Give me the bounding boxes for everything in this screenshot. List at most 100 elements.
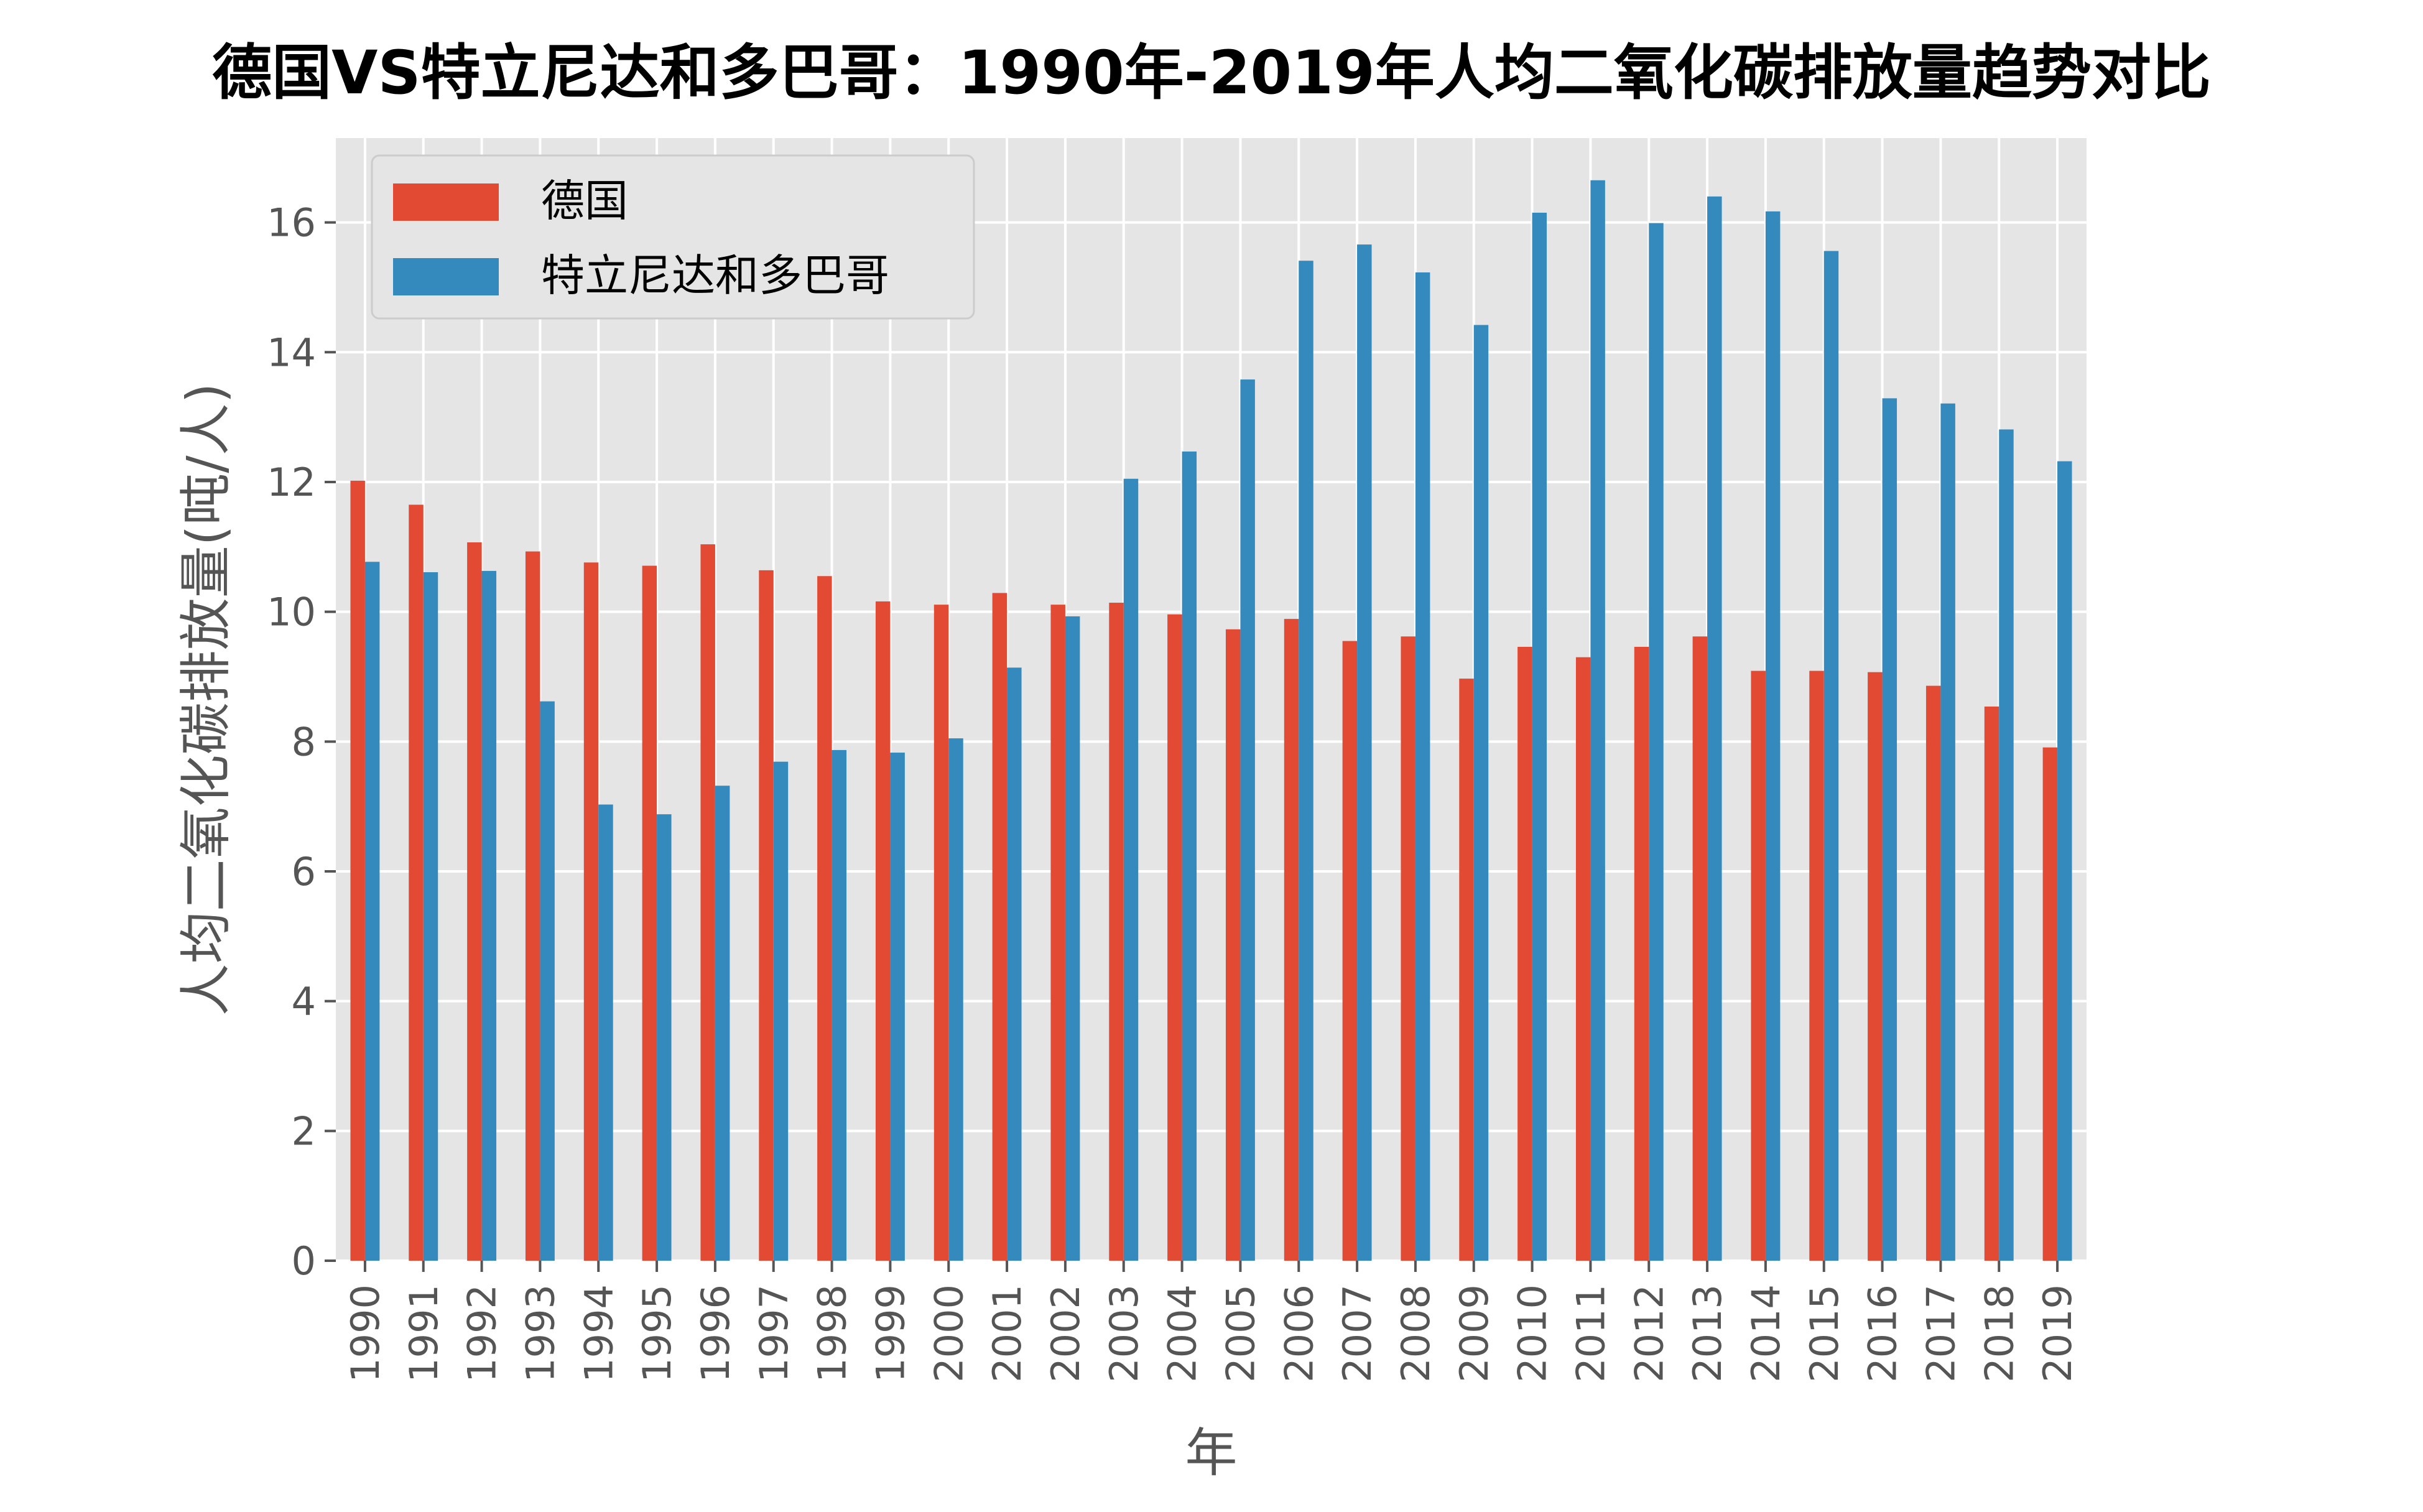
bar-trinidad-and-tobago-1998	[832, 749, 847, 1261]
legend-swatch	[393, 258, 499, 295]
bar-germany-1998	[817, 576, 832, 1261]
x-tick-label: 1994	[576, 1284, 621, 1383]
bar-germany-1999	[875, 601, 891, 1261]
bar-germany-2019	[2042, 747, 2058, 1261]
bar-germany-2017	[1925, 685, 1941, 1261]
y-axis-ticks: 0 2 4 6 8 10 12 14 16	[267, 200, 336, 1284]
x-tick-label: 2013	[1685, 1284, 1730, 1383]
bar-germany-1993	[525, 551, 540, 1261]
bar-trinidad-and-tobago-2019	[2057, 461, 2072, 1261]
bar-trinidad-and-tobago-1994	[598, 804, 613, 1261]
bar-trinidad-and-tobago-2010	[1532, 212, 1547, 1261]
bar-trinidad-and-tobago-2012	[1649, 223, 1664, 1261]
bar-trinidad-and-tobago-2005	[1240, 379, 1255, 1261]
y-tick-label: 14	[267, 330, 316, 375]
bar-trinidad-and-tobago-2011	[1590, 180, 1605, 1261]
bar-trinidad-and-tobago-1990	[364, 562, 380, 1261]
bar-trinidad-and-tobago-2014	[1765, 211, 1781, 1261]
x-tick-label: 1997	[751, 1284, 797, 1383]
bar-trinidad-and-tobago-2000	[948, 738, 963, 1261]
x-tick-label: 1999	[868, 1284, 913, 1383]
x-tick-label: 1996	[693, 1284, 738, 1383]
chart-title: 德国VS特立尼达和多巴哥：1990年-2019年人均二氧化碳排放量趋势对比	[212, 38, 2211, 108]
x-tick-label: 2005	[1218, 1284, 1263, 1383]
x-tick-label: 1992	[460, 1284, 505, 1383]
bar-trinidad-and-tobago-2016	[1882, 398, 1897, 1261]
legend-box	[371, 154, 975, 320]
bars	[350, 180, 2072, 1261]
bar-germany-2012	[1634, 646, 1649, 1261]
y-tick-label: 16	[267, 200, 316, 246]
bar-germany-2006	[1284, 619, 1299, 1261]
x-tick-label: 1990	[343, 1284, 388, 1383]
bar-trinidad-and-tobago-2007	[1357, 244, 1372, 1261]
bar-germany-1992	[467, 542, 482, 1261]
bar-trinidad-and-tobago-2001	[1007, 667, 1022, 1261]
x-tick-label: 2004	[1160, 1284, 1205, 1383]
x-tick-label: 2006	[1276, 1284, 1322, 1383]
bar-trinidad-and-tobago-2006	[1299, 261, 1313, 1261]
bar-trinidad-and-tobago-2009	[1473, 325, 1489, 1261]
bar-germany-1997	[759, 570, 774, 1261]
bar-germany-2014	[1751, 670, 1766, 1261]
bar-germany-2008	[1401, 636, 1415, 1261]
y-tick-label: 8	[292, 719, 316, 764]
bar-germany-2013	[1692, 636, 1708, 1261]
bar-germany-1990	[350, 480, 365, 1261]
x-tick-label: 1991	[401, 1284, 447, 1383]
y-tick-label: 0	[292, 1238, 316, 1284]
bar-germany-2002	[1050, 605, 1065, 1261]
x-tick-label: 2010	[1510, 1284, 1555, 1383]
bar-trinidad-and-tobago-1996	[715, 786, 730, 1261]
bar-germany-2007	[1342, 641, 1358, 1261]
bar-germany-2015	[1809, 670, 1824, 1261]
bar-trinidad-and-tobago-1995	[657, 814, 672, 1261]
bar-germany-2005	[1225, 629, 1241, 1261]
bar-trinidad-and-tobago-2015	[1823, 251, 1839, 1261]
x-tick-label: 2017	[1918, 1284, 1963, 1383]
y-axis-label: 人均二氧化碳排放量(吨/人)	[175, 383, 236, 1016]
x-tick-label: 2009	[1452, 1284, 1497, 1383]
x-tick-label: 2001	[984, 1284, 1030, 1383]
bar-germany-2004	[1167, 614, 1182, 1261]
bar-trinidad-and-tobago-2004	[1182, 451, 1197, 1261]
x-tick-label: 1995	[634, 1284, 680, 1383]
bar-trinidad-and-tobago-2003	[1123, 478, 1139, 1261]
bar-germany-2009	[1459, 679, 1474, 1261]
x-tick-label: 2018	[1976, 1284, 2022, 1383]
bar-trinidad-and-tobago-2002	[1065, 616, 1080, 1261]
bar-germany-2010	[1517, 646, 1532, 1261]
bar-germany-2001	[992, 593, 1008, 1261]
bar-germany-2003	[1109, 603, 1124, 1261]
plot-area	[336, 138, 2087, 1261]
x-tick-label: 2011	[1568, 1284, 1613, 1383]
x-tick-label: 2008	[1393, 1284, 1439, 1383]
bar-trinidad-and-tobago-1991	[423, 572, 438, 1261]
x-axis-ticks: 1990 1991 1992 1993 1994 1995 1996 1997 1998 1999…	[343, 1261, 2080, 1383]
y-tick-label: 6	[292, 849, 316, 894]
legend-label: 德国	[541, 175, 628, 226]
x-tick-label: 2019	[2035, 1284, 2080, 1383]
bar-germany-1995	[642, 565, 657, 1261]
x-tick-label: 2000	[926, 1284, 971, 1383]
bar-trinidad-and-tobago-2017	[1940, 403, 1955, 1261]
y-tick-label: 2	[292, 1108, 316, 1154]
x-axis-label: 年	[1185, 1422, 1237, 1483]
legend-label: 特立尼达和多巴哥	[541, 250, 889, 301]
x-tick-label: 2016	[1860, 1284, 1906, 1383]
bar-germany-2000	[934, 605, 949, 1261]
x-tick-label: 2012	[1626, 1284, 1672, 1383]
x-tick-label: 2014	[1743, 1284, 1789, 1383]
bar-trinidad-and-tobago-1997	[773, 761, 789, 1261]
bar-trinidad-and-tobago-2008	[1415, 272, 1430, 1261]
bar-germany-2016	[1868, 672, 1883, 1261]
bar-germany-1996	[700, 544, 715, 1261]
bar-trinidad-and-tobago-2013	[1707, 196, 1722, 1261]
bar-germany-1991	[409, 504, 424, 1261]
legend-swatch	[393, 183, 499, 221]
x-tick-label: 1993	[517, 1284, 563, 1383]
y-tick-label: 12	[267, 460, 316, 505]
bar-trinidad-and-tobago-1992	[481, 570, 497, 1261]
bar-trinidad-and-tobago-1999	[890, 753, 905, 1261]
